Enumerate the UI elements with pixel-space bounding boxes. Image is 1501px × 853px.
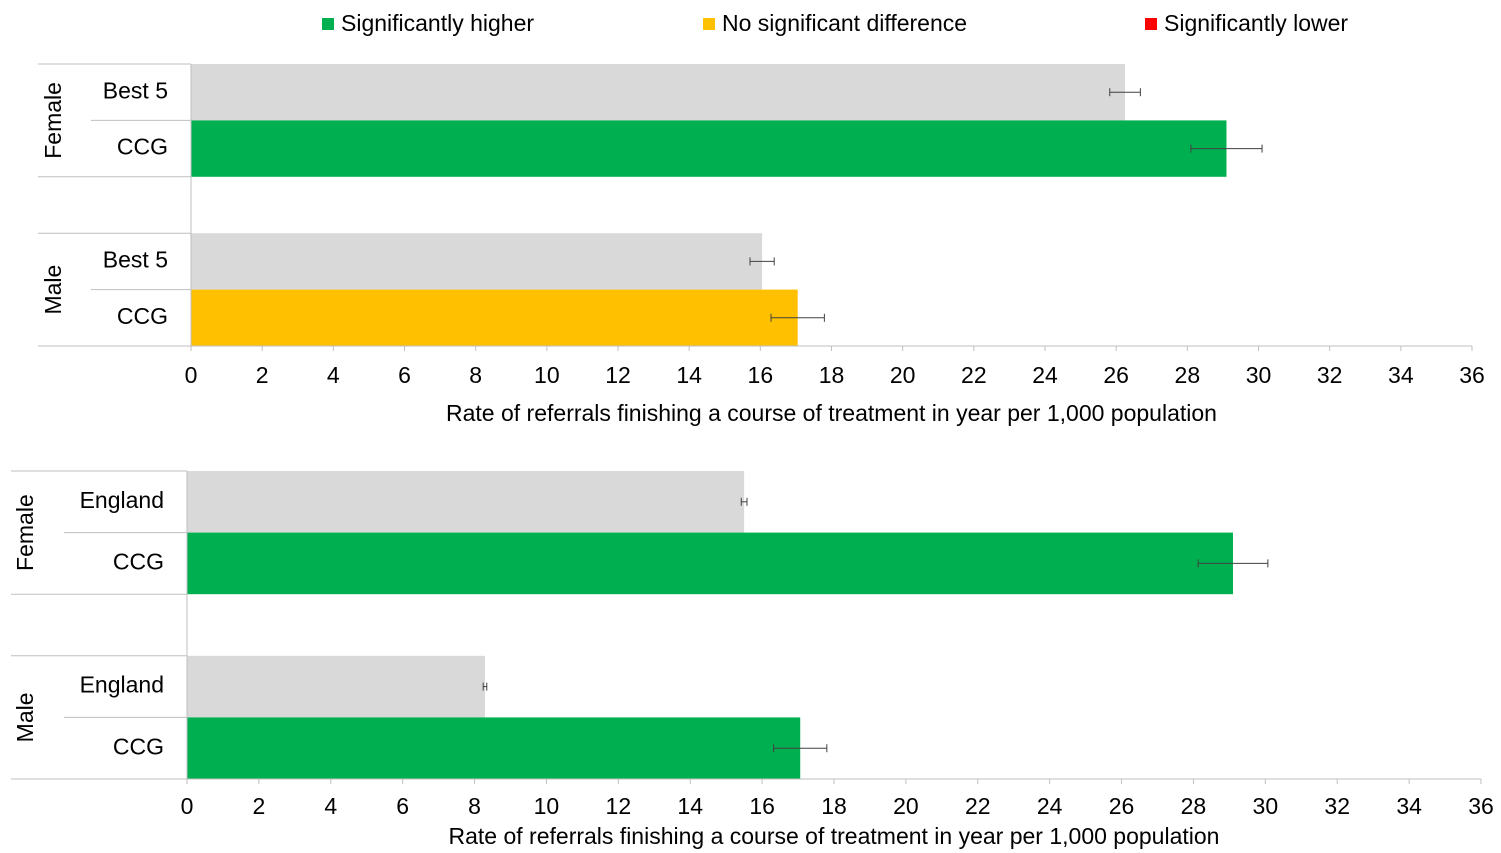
category-label: England — [80, 672, 164, 698]
bar — [191, 64, 1126, 121]
x-tick-label: 18 — [819, 362, 845, 388]
x-tick-label: 4 — [327, 362, 340, 388]
x-tick-label: 32 — [1324, 793, 1350, 819]
category-label: CCG — [113, 733, 164, 759]
legend-label: Significantly higher — [341, 10, 534, 36]
x-tick-label: 26 — [1109, 793, 1135, 819]
error-bar — [482, 682, 488, 691]
x-tick-label: 20 — [893, 793, 919, 819]
category-label: Best 5 — [103, 246, 168, 272]
group-label: Male — [12, 692, 38, 742]
bar — [187, 532, 1233, 595]
group-label: Male — [40, 265, 66, 315]
x-tick-label: 26 — [1103, 362, 1129, 388]
x-tick-label: 16 — [748, 362, 774, 388]
category-label: CCG — [117, 303, 168, 329]
x-tick-label: 22 — [965, 793, 991, 819]
x-tick-label: 8 — [468, 793, 481, 819]
x-tick-label: 10 — [534, 793, 560, 819]
bar — [187, 471, 745, 533]
x-tick-label: 10 — [534, 362, 560, 388]
x-axis-title: Rate of referrals finishing a course of … — [449, 823, 1220, 849]
bar — [187, 655, 485, 718]
x-tick-label: 14 — [676, 362, 702, 388]
x-axis-title: Rate of referrals finishing a course of … — [446, 400, 1217, 426]
x-tick-label: 24 — [1037, 793, 1063, 819]
error-bar — [740, 497, 748, 506]
x-tick-label: 28 — [1175, 362, 1201, 388]
x-tick-label: 6 — [396, 793, 409, 819]
x-tick-label: 34 — [1396, 793, 1422, 819]
x-tick-label: 0 — [181, 793, 194, 819]
bar — [191, 289, 798, 346]
group-label: Female — [12, 494, 38, 571]
legend-swatch — [322, 18, 334, 30]
x-tick-label: 36 — [1459, 362, 1485, 388]
category-label: CCG — [117, 134, 168, 160]
legend-label: Significantly lower — [1164, 10, 1348, 36]
legend-swatch — [1145, 18, 1157, 30]
x-tick-label: 20 — [890, 362, 916, 388]
x-tick-label: 24 — [1032, 362, 1058, 388]
legend-swatch — [703, 18, 715, 30]
x-tick-label: 28 — [1181, 793, 1207, 819]
category-label: Best 5 — [103, 77, 168, 103]
x-tick-label: 22 — [961, 362, 987, 388]
x-tick-label: 0 — [185, 362, 198, 388]
x-tick-label: 12 — [605, 362, 631, 388]
x-tick-label: 8 — [469, 362, 482, 388]
x-tick-label: 6 — [398, 362, 411, 388]
x-tick-label: 32 — [1317, 362, 1343, 388]
error-bar — [773, 744, 828, 753]
x-tick-label: 36 — [1468, 793, 1494, 819]
error-bar — [1109, 88, 1141, 97]
x-tick-label: 30 — [1253, 793, 1279, 819]
x-tick-label: 16 — [749, 793, 775, 819]
error-bar — [749, 257, 775, 266]
x-tick-label: 30 — [1246, 362, 1272, 388]
x-tick-label: 18 — [821, 793, 847, 819]
error-bar — [1190, 144, 1263, 153]
x-tick-label: 14 — [677, 793, 703, 819]
x-tick-label: 34 — [1388, 362, 1414, 388]
category-label: England — [80, 487, 164, 513]
bar — [187, 717, 801, 779]
x-tick-label: 2 — [256, 362, 269, 388]
x-tick-label: 2 — [252, 793, 265, 819]
legend-label: No significant difference — [722, 10, 967, 36]
bar — [191, 233, 763, 290]
x-tick-label: 12 — [606, 793, 632, 819]
error-bar — [1197, 559, 1269, 568]
x-tick-label: 4 — [324, 793, 337, 819]
group-label: Female — [40, 82, 66, 159]
error-bar — [770, 313, 825, 322]
category-label: CCG — [113, 548, 164, 574]
bar — [191, 120, 1227, 177]
